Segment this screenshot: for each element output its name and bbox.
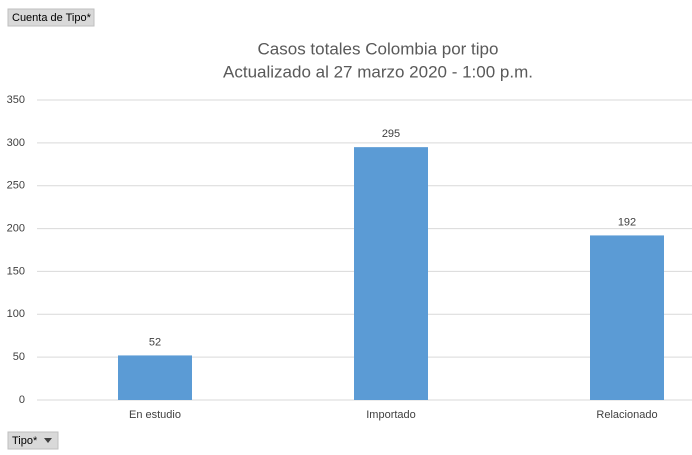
y-tick-label: 250 [7,180,25,192]
chart-title: Casos totales Colombia por tipo [258,39,499,58]
data-label: 295 [382,128,400,140]
x-tick-label: En estudio [129,409,181,421]
x-tick-label: Importado [366,409,416,421]
y-tick-label: 350 [7,94,25,106]
bar [590,235,664,400]
y-tick-label: 100 [7,308,25,320]
bar [354,147,428,400]
data-label: 192 [618,216,636,228]
axis-field-button-label: Tipo* [12,435,38,447]
y-tick-label: 50 [13,351,25,363]
axis-field-button[interactable] [7,431,59,450]
y-tick-label: 300 [7,137,25,149]
y-tick-label: 200 [7,222,25,234]
y-tick-label: 0 [19,394,25,406]
value-field-button[interactable] [7,8,95,27]
y-tick-label: 150 [7,265,25,277]
x-tick-label: Relacionado [596,409,657,421]
bar [118,355,192,400]
data-label: 52 [149,336,161,348]
dropdown-arrow [44,438,52,443]
value-field-button-label: Cuenta de Tipo* [12,12,92,24]
chart-subtitle: Actualizado al 27 marzo 2020 - 1:00 p.m. [223,62,533,81]
